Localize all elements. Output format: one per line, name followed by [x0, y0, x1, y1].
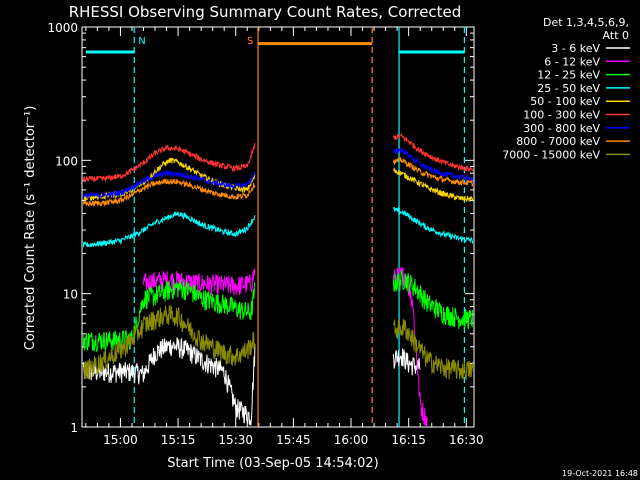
- y-tick-label: 10: [63, 288, 78, 302]
- legend-entry-label: 25 - 50 keV: [537, 82, 600, 95]
- x-tick-label: 15:45: [276, 433, 311, 447]
- series-line: [392, 348, 421, 376]
- x-tick-label: 16:30: [449, 433, 484, 447]
- interval-label: S: [247, 36, 253, 47]
- series-line: [83, 304, 256, 383]
- legend-entry-label: 300 - 800 keV: [523, 122, 600, 135]
- y-tick-label: 1000: [47, 21, 78, 35]
- plot-frame: [81, 26, 475, 428]
- legend-entry-label: 50 - 100 keV: [530, 95, 600, 108]
- x-tick-label: 16:00: [334, 433, 369, 447]
- series-line: [83, 143, 256, 182]
- series-line: [392, 157, 473, 187]
- series-line: [392, 132, 473, 173]
- y-axis-label: Corrected Count Rate (s⁻¹ detector⁻¹): [23, 106, 38, 351]
- legend-header-att: Att 0: [603, 29, 629, 42]
- x-tick-label: 15:15: [161, 433, 196, 447]
- series-line: [83, 169, 256, 199]
- series-line: [83, 211, 256, 248]
- series-line: [393, 318, 473, 380]
- footer-timestamp: 19-Oct-2021 16:48: [562, 469, 638, 478]
- series-line: [83, 178, 256, 208]
- series-line: [392, 270, 473, 330]
- interval-label: N: [138, 36, 145, 47]
- legend-header: Det 1,3,4,5,6,9,: [543, 16, 629, 29]
- x-axis-label: Start Time (03-Sep-05 14:54:02): [167, 456, 378, 471]
- plot-area: 1 10 100 1000 15:00 15:15 15:30 15:45 16:00 16:15…: [47, 21, 483, 447]
- legend-entry-label: 7000 - 15000 keV: [502, 148, 600, 161]
- legend-entry-label: 6 - 12 keV: [544, 55, 600, 68]
- series-line: [392, 206, 473, 245]
- legend-entry-label: 12 - 25 keV: [537, 69, 600, 82]
- series-group: [83, 132, 473, 426]
- legend-entry-label: 800 - 7000 keV: [516, 135, 600, 148]
- y-tick-label: 100: [55, 154, 78, 168]
- legend-entry-label: 3 - 6 keV: [551, 42, 600, 55]
- legend-entry-label: 100 - 300 keV: [523, 109, 600, 122]
- chart-title: RHESSI Observing Summary Count Rates, Co…: [69, 3, 462, 21]
- series-line: [83, 279, 256, 353]
- y-tick-label: 1: [70, 421, 78, 435]
- x-tick-label: 15:30: [218, 433, 253, 447]
- series-line: [83, 337, 256, 426]
- series-line: [393, 147, 473, 183]
- x-tick-label: 15:00: [103, 433, 138, 447]
- series-line: [393, 167, 473, 203]
- x-tick-label: 16:15: [391, 433, 426, 447]
